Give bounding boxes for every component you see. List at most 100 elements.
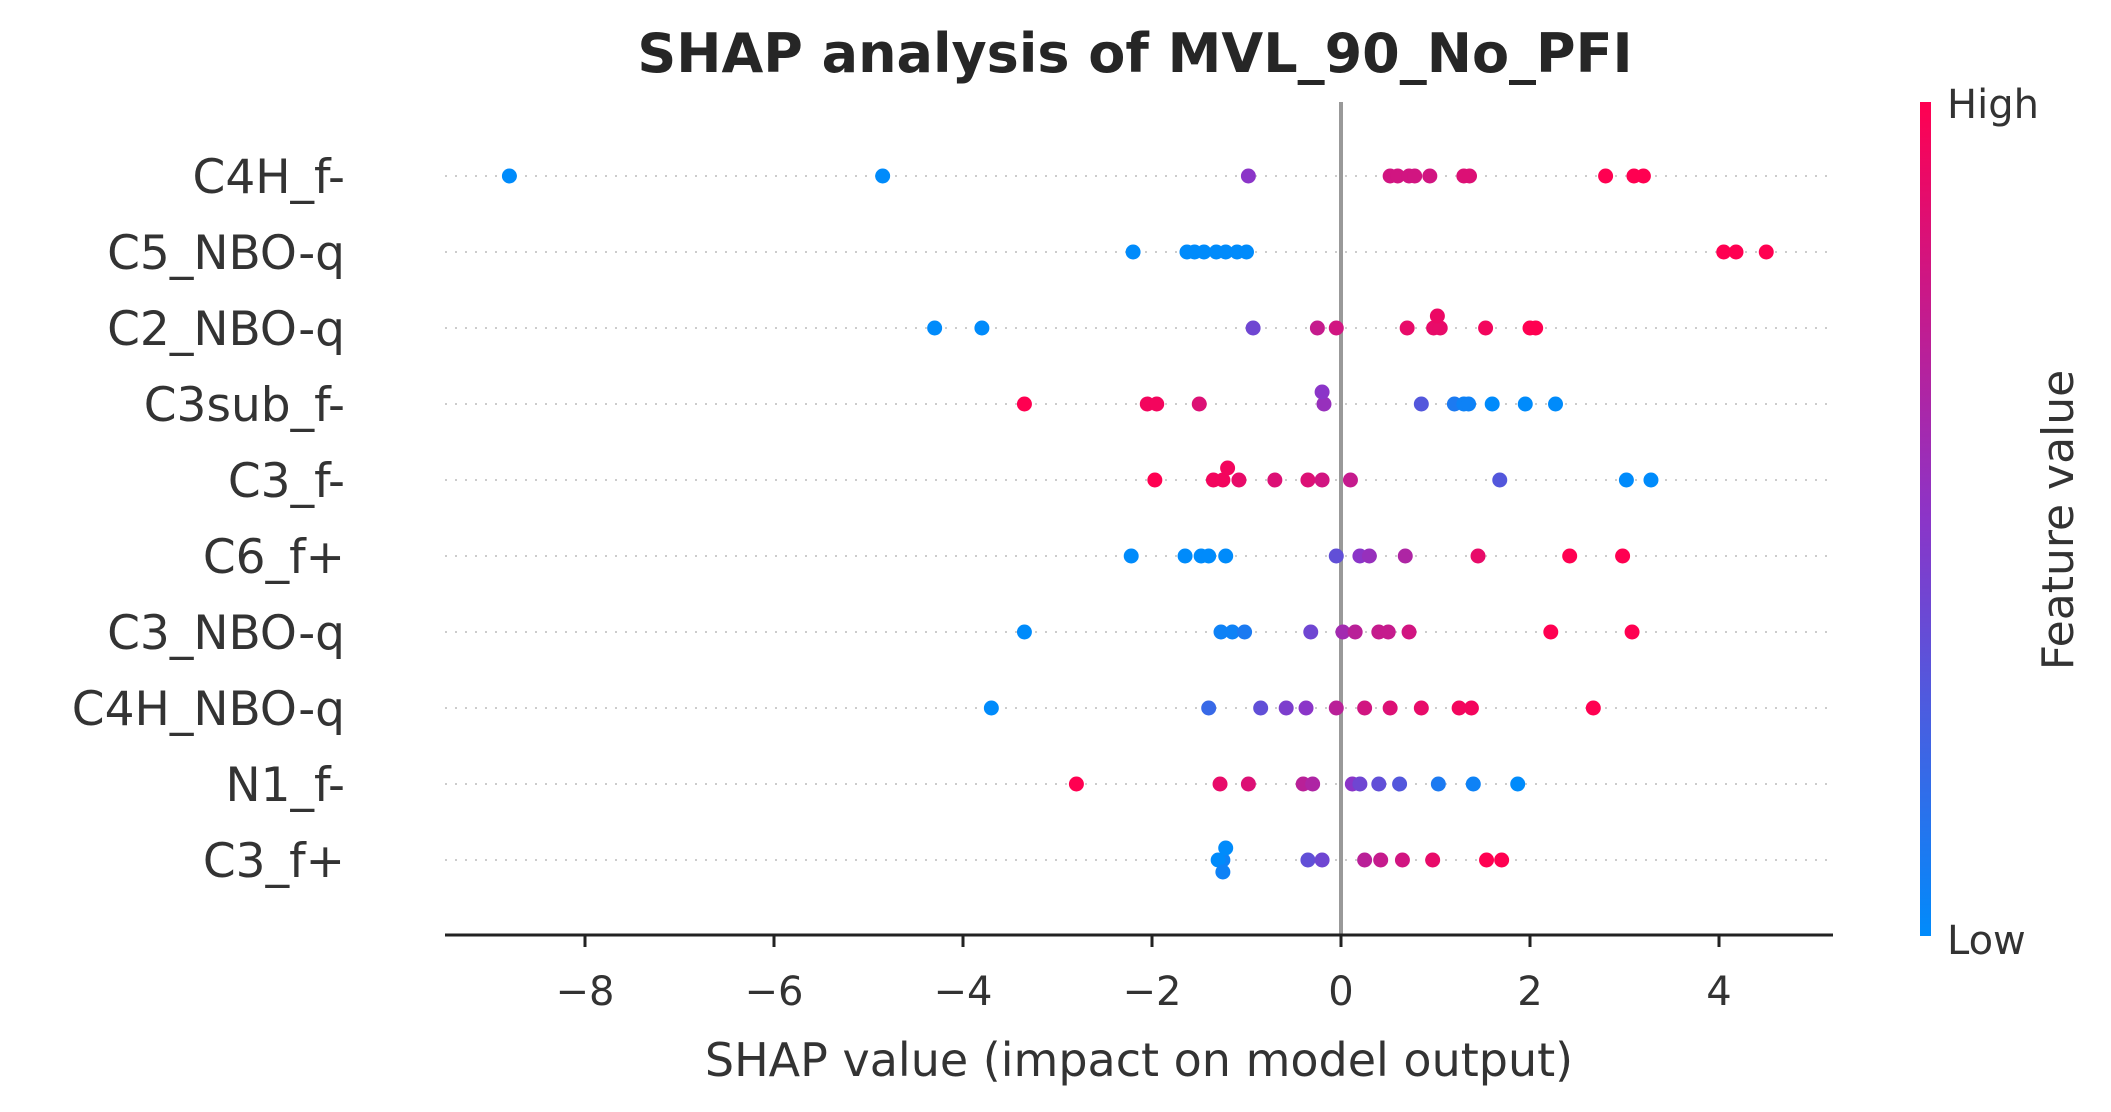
shap-point <box>1562 548 1578 564</box>
shap-point <box>1068 776 1084 792</box>
shap-point <box>1484 396 1500 412</box>
x-tick-label: 2 <box>1517 969 1542 1015</box>
shap-point <box>1615 548 1631 564</box>
colorbar-high-label: High <box>1947 82 2039 128</box>
shap-point <box>1373 852 1389 868</box>
shap-point <box>1585 700 1601 716</box>
x-tick-label: −8 <box>556 969 615 1015</box>
x-axis-label: SHAP value (impact on model output) <box>705 1033 1573 1087</box>
shap-point <box>1240 168 1256 184</box>
shap-point <box>1240 776 1256 792</box>
shap-point <box>1215 864 1231 880</box>
shap-point <box>1305 776 1321 792</box>
shap-point <box>1218 840 1234 856</box>
shap-point <box>1016 624 1032 640</box>
shap-point <box>1430 776 1446 792</box>
shap-point <box>1425 852 1441 868</box>
feature-label: C3_f+ <box>203 834 345 889</box>
shap-point <box>1314 384 1330 400</box>
shap-point <box>1371 776 1387 792</box>
shap-point <box>1548 396 1564 412</box>
feature-label: C4H_NBO-q <box>72 682 345 737</box>
feature-label: C4H_f- <box>193 150 346 205</box>
shap-point <box>1196 244 1212 260</box>
shap-point <box>1470 548 1486 564</box>
shap-point <box>1016 396 1032 412</box>
shap-point <box>1380 624 1396 640</box>
shap-point <box>1328 548 1344 564</box>
shap-point <box>1728 244 1744 260</box>
shap-point <box>1392 776 1408 792</box>
shap-point <box>1218 548 1234 564</box>
colorbar <box>1920 102 1931 936</box>
shap-point <box>1635 168 1651 184</box>
shap-point <box>1147 472 1163 488</box>
shap-point <box>1309 320 1325 336</box>
shap-point <box>1451 700 1467 716</box>
shap-point <box>1390 168 1406 184</box>
shap-point <box>1300 852 1316 868</box>
feature-label: N1_f- <box>226 758 346 813</box>
shap-point <box>1758 244 1774 260</box>
shap-point <box>1510 776 1526 792</box>
x-tick-label: −6 <box>745 969 804 1015</box>
shap-point <box>1177 548 1193 564</box>
shap-point <box>1298 700 1314 716</box>
feature-label: C3_NBO-q <box>107 606 345 661</box>
shap-point <box>1218 244 1234 260</box>
shap-point <box>974 320 990 336</box>
chart-title: SHAP analysis of MVL_90_No_PFI <box>637 22 1632 85</box>
shap-point <box>1278 700 1294 716</box>
feature-rows: C4H_f- C5_NBO-q C2_NBO-q C3sub_f- C3_f- C6_f+… <box>72 150 1833 889</box>
shap-point <box>1201 700 1217 716</box>
shap-point <box>1461 396 1477 412</box>
shap-point <box>1213 624 1229 640</box>
shap-point <box>1123 548 1139 564</box>
shap-point <box>1357 700 1373 716</box>
shap-point <box>1401 624 1417 640</box>
shap-point <box>1361 548 1377 564</box>
x-tick-label: 0 <box>1328 969 1353 1015</box>
shap-point <box>1492 472 1508 488</box>
shap-point <box>1149 396 1165 412</box>
shap-point <box>875 168 891 184</box>
feature-label: C5_NBO-q <box>107 226 345 281</box>
shap-point <box>1352 776 1368 792</box>
shap-point <box>1215 472 1231 488</box>
shap-point <box>927 320 943 336</box>
shap-point <box>1237 624 1253 640</box>
shap-points <box>501 168 1774 880</box>
shap-point <box>1478 320 1494 336</box>
shap-point <box>1517 396 1533 412</box>
shap-point <box>1397 548 1413 564</box>
shap-point <box>1543 624 1559 640</box>
shap-point <box>1314 852 1330 868</box>
shap-point <box>1394 852 1410 868</box>
shap-point <box>1494 852 1510 868</box>
shap-point <box>1465 776 1481 792</box>
shap-point <box>1220 460 1236 476</box>
shap-point <box>1399 320 1415 336</box>
shap-point <box>1328 700 1344 716</box>
shap-point <box>1201 548 1217 564</box>
shap-point <box>1479 852 1495 868</box>
colorbar-low-label: Low <box>1947 918 2026 964</box>
shap-point <box>1716 244 1732 260</box>
x-tick-label: −4 <box>934 969 993 1015</box>
shap-point <box>1618 472 1634 488</box>
shap-point <box>1342 472 1358 488</box>
shap-point <box>1239 244 1254 260</box>
shap-point <box>1267 472 1283 488</box>
shap-point <box>1303 624 1319 640</box>
shap-point <box>1253 700 1269 716</box>
shap-point <box>1432 320 1448 336</box>
shap-point <box>1212 776 1228 792</box>
shap-point <box>1316 396 1332 412</box>
x-tick-label: 4 <box>1706 969 1731 1015</box>
x-axis-ticks: −8 −6 −4 −2 0 2 4 <box>556 935 1732 1015</box>
shap-point <box>1245 320 1261 336</box>
shap-point <box>1300 472 1316 488</box>
shap-point <box>1429 308 1445 324</box>
shap-point <box>1413 700 1429 716</box>
